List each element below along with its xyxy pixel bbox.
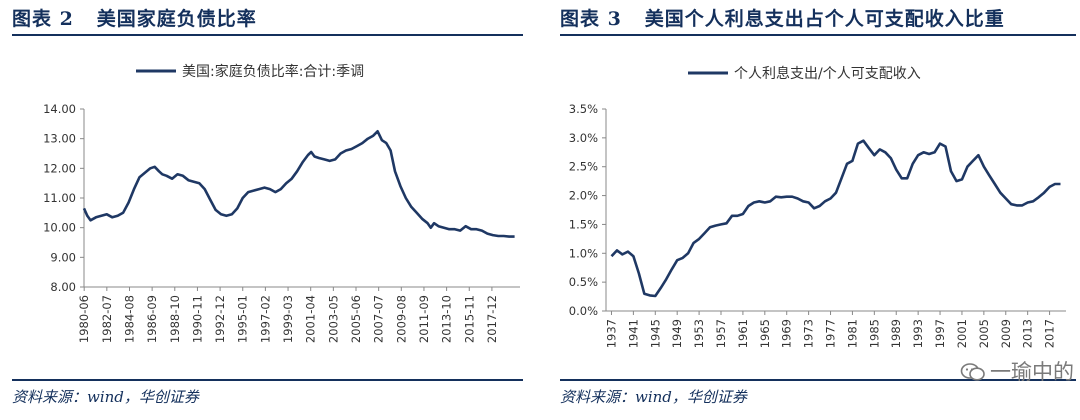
footer-rule bbox=[12, 379, 523, 381]
wechat-icon bbox=[960, 363, 985, 381]
x-tick-label: 1969 bbox=[780, 319, 794, 348]
x-tick-label: 1945 bbox=[648, 319, 662, 348]
x-tick-label: 1980-06 bbox=[77, 295, 91, 343]
y-tick-label: 1.0% bbox=[569, 246, 598, 260]
figure-label: 图表 2 bbox=[12, 8, 74, 30]
x-tick-label: 1949 bbox=[670, 319, 684, 348]
title-rule bbox=[12, 34, 523, 36]
y-tick-label: 8.00 bbox=[50, 280, 76, 294]
series-line bbox=[82, 130, 515, 238]
x-tick-label: 1995-01 bbox=[236, 295, 250, 343]
x-tick-label: 1989 bbox=[889, 319, 903, 348]
x-tick-label: 2017 bbox=[1043, 319, 1057, 348]
x-tick-label: 2013-10 bbox=[440, 295, 454, 343]
x-tick-label: 1993 bbox=[911, 319, 925, 348]
x-tick-label: 2005-06 bbox=[349, 295, 363, 343]
x-tick-label: 2015-11 bbox=[462, 295, 476, 343]
y-tick-label: 14.00 bbox=[43, 102, 76, 116]
x-tick-label: 2009 bbox=[999, 319, 1013, 348]
x-tick-label: 2005 bbox=[977, 319, 991, 348]
y-tick-label: 0.5% bbox=[569, 275, 598, 289]
y-tick-label: 0.0% bbox=[569, 304, 598, 318]
x-tick-label: 1961 bbox=[736, 319, 750, 348]
x-tick-label: 2001-04 bbox=[304, 295, 318, 343]
x-tick-label: 1941 bbox=[626, 319, 640, 348]
x-tick-label: 1985 bbox=[867, 319, 881, 348]
x-tick-label: 1977 bbox=[824, 319, 838, 348]
x-tick-label: 1999-03 bbox=[281, 295, 295, 343]
x-tick-label: 2009-08 bbox=[394, 295, 408, 343]
x-tick-label: 1988-10 bbox=[168, 295, 182, 343]
y-tick-label: 2.5% bbox=[569, 160, 598, 174]
x-tick-label: 1997-02 bbox=[258, 295, 272, 343]
source-note: 资料来源：wind，华创证券 bbox=[12, 388, 199, 406]
watermark: 一瑜中的 bbox=[960, 356, 1074, 386]
x-tick-label: 1984-08 bbox=[122, 295, 136, 343]
y-tick-label: 3.0% bbox=[569, 131, 598, 145]
line-chart-household-debt: 美国:家庭负债比率:合计:季调 8.00 9.00 10.00 11.00 12.00 13… bbox=[43, 63, 520, 343]
x-tick-label: 2001 bbox=[955, 319, 969, 348]
y-tick-label: 12.00 bbox=[43, 161, 76, 175]
x-tick-label: 2003-05 bbox=[326, 295, 340, 343]
y-tick-label: 9.00 bbox=[50, 250, 76, 264]
footer-rule bbox=[560, 379, 1076, 381]
chart-panel-household-debt: 图表 2 美国家庭负债比率 美国:家庭负债比率:合计:季调 8.00 9.00 10.… bbox=[0, 0, 527, 420]
x-tick-label: 1965 bbox=[758, 319, 772, 348]
chart-title: 图表 3 美国个人利息支出占个人可支配收入比重 bbox=[560, 4, 1005, 31]
y-tick-label: 13.00 bbox=[43, 132, 76, 146]
y-tick-label: 3.5% bbox=[569, 102, 598, 116]
x-tick-label: 2011-09 bbox=[417, 295, 431, 343]
figure-title: 美国个人利息支出占个人可支配收入比重 bbox=[644, 8, 1005, 30]
x-tick-label: 1937 bbox=[604, 319, 618, 348]
x-tick-label: 1981 bbox=[845, 319, 859, 348]
title-rule bbox=[560, 34, 1076, 36]
y-tick-label: 1.5% bbox=[569, 217, 598, 231]
line-chart-interest-ratio: 个人利息支出/个人可支配收入 0.0% 0.5% 1.0% 1.5% 2.0% 2.5% 3.… bbox=[569, 65, 1066, 348]
x-tick-label: 2007-07 bbox=[372, 295, 386, 343]
chart-title: 图表 2 美国家庭负债比率 bbox=[12, 4, 257, 31]
figure-title: 美国家庭负债比率 bbox=[96, 8, 257, 30]
legend-label: 个人利息支出/个人可支配收入 bbox=[734, 65, 921, 82]
x-tick-label: 1992-12 bbox=[213, 295, 227, 343]
x-tick-label: 1957 bbox=[714, 319, 728, 348]
x-tick-label: 2017-12 bbox=[485, 295, 499, 343]
x-tick-label: 1953 bbox=[692, 319, 706, 348]
source-note: 资料来源：wind，华创证券 bbox=[560, 388, 747, 406]
x-tick-label: 1997 bbox=[933, 319, 947, 348]
legend-label: 美国:家庭负债比率:合计:季调 bbox=[182, 63, 364, 80]
y-tick-label: 10.00 bbox=[43, 221, 76, 235]
x-tick-label: 1990-11 bbox=[190, 295, 204, 343]
x-tick-label: 1982-07 bbox=[100, 295, 114, 343]
x-tick-label: 1986-09 bbox=[145, 295, 159, 343]
y-tick-label: 2.0% bbox=[569, 189, 598, 203]
watermark-text: 一瑜中的 bbox=[990, 360, 1074, 384]
x-tick-label: 2013 bbox=[1021, 319, 1035, 348]
figure-label: 图表 3 bbox=[560, 8, 622, 30]
series-line bbox=[610, 139, 1061, 298]
y-tick-label: 11.00 bbox=[43, 191, 76, 205]
x-tick-label: 1973 bbox=[802, 319, 816, 348]
chart-panel-interest-ratio: 图表 3 美国个人利息支出占个人可支配收入比重 个人利息支出/个人可支配收入 0.… bbox=[548, 0, 1080, 420]
